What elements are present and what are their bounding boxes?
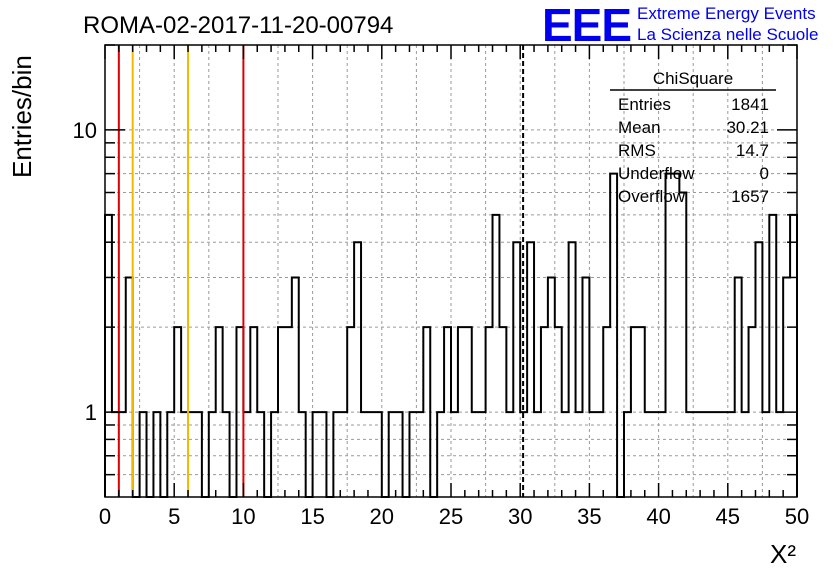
x-tick-label: 20: [370, 504, 394, 529]
grid: [105, 45, 797, 497]
x-tick-label: 5: [168, 504, 180, 529]
x-tick-label: 35: [577, 504, 601, 529]
stats-label: Overflow: [618, 187, 686, 206]
x-tick-label: 45: [716, 504, 740, 529]
y-tick-labels: 1 10: [73, 118, 97, 425]
x-tick-label: 30: [508, 504, 532, 529]
x-tick-label: 40: [646, 504, 670, 529]
stats-label: RMS: [618, 141, 656, 160]
eee-logo-line-1: Extreme Energy Events: [637, 4, 816, 23]
stats-box: ChiSquare Entries 1841 Mean 30.21 RMS 14.7 Und…: [610, 69, 776, 206]
chart-title: ROMA-02-2017-11-20-00794: [83, 12, 393, 39]
x-tick-label: 25: [439, 504, 463, 529]
stats-value: 1841: [731, 95, 769, 114]
x-axis-title: X²: [770, 539, 796, 569]
stats-value: 30.21: [726, 118, 769, 137]
stats-box-rows: Entries 1841 Mean 30.21 RMS 14.7 Underflow 0 Ove…: [618, 95, 769, 206]
histogram-outline: [104, 172, 798, 498]
eee-logo-mark: EEE: [542, 0, 631, 51]
stats-label: Underflow: [618, 164, 695, 183]
x-tick-label: 15: [300, 504, 324, 529]
stats-box-title: ChiSquare: [653, 69, 733, 88]
x-tick-labels: 0 5 10 15 20 25 30 35 40 45 50: [99, 504, 809, 529]
x-tick-label: 0: [99, 504, 111, 529]
reference-lines: [117, 45, 525, 497]
axes: [104, 44, 798, 498]
x-tick-label: 50: [785, 504, 809, 529]
y-axis-title: Entries/bin: [7, 55, 37, 178]
eee-logo: EEE Extreme Energy Events La Scienza nel…: [542, 0, 818, 51]
x-tick-label: 10: [231, 504, 255, 529]
stats-label: Mean: [618, 118, 661, 137]
stats-value: 14.7: [736, 141, 769, 160]
histogram-bars: [104, 172, 798, 498]
y-tick-label: 10: [73, 118, 97, 143]
stats-label: Entries: [618, 95, 671, 114]
eee-logo-line-2: La Scienza nelle Scuole: [637, 25, 818, 44]
stats-value: 1657: [731, 187, 769, 206]
stats-value: 0: [760, 164, 769, 183]
y-tick-label: 1: [85, 400, 97, 425]
